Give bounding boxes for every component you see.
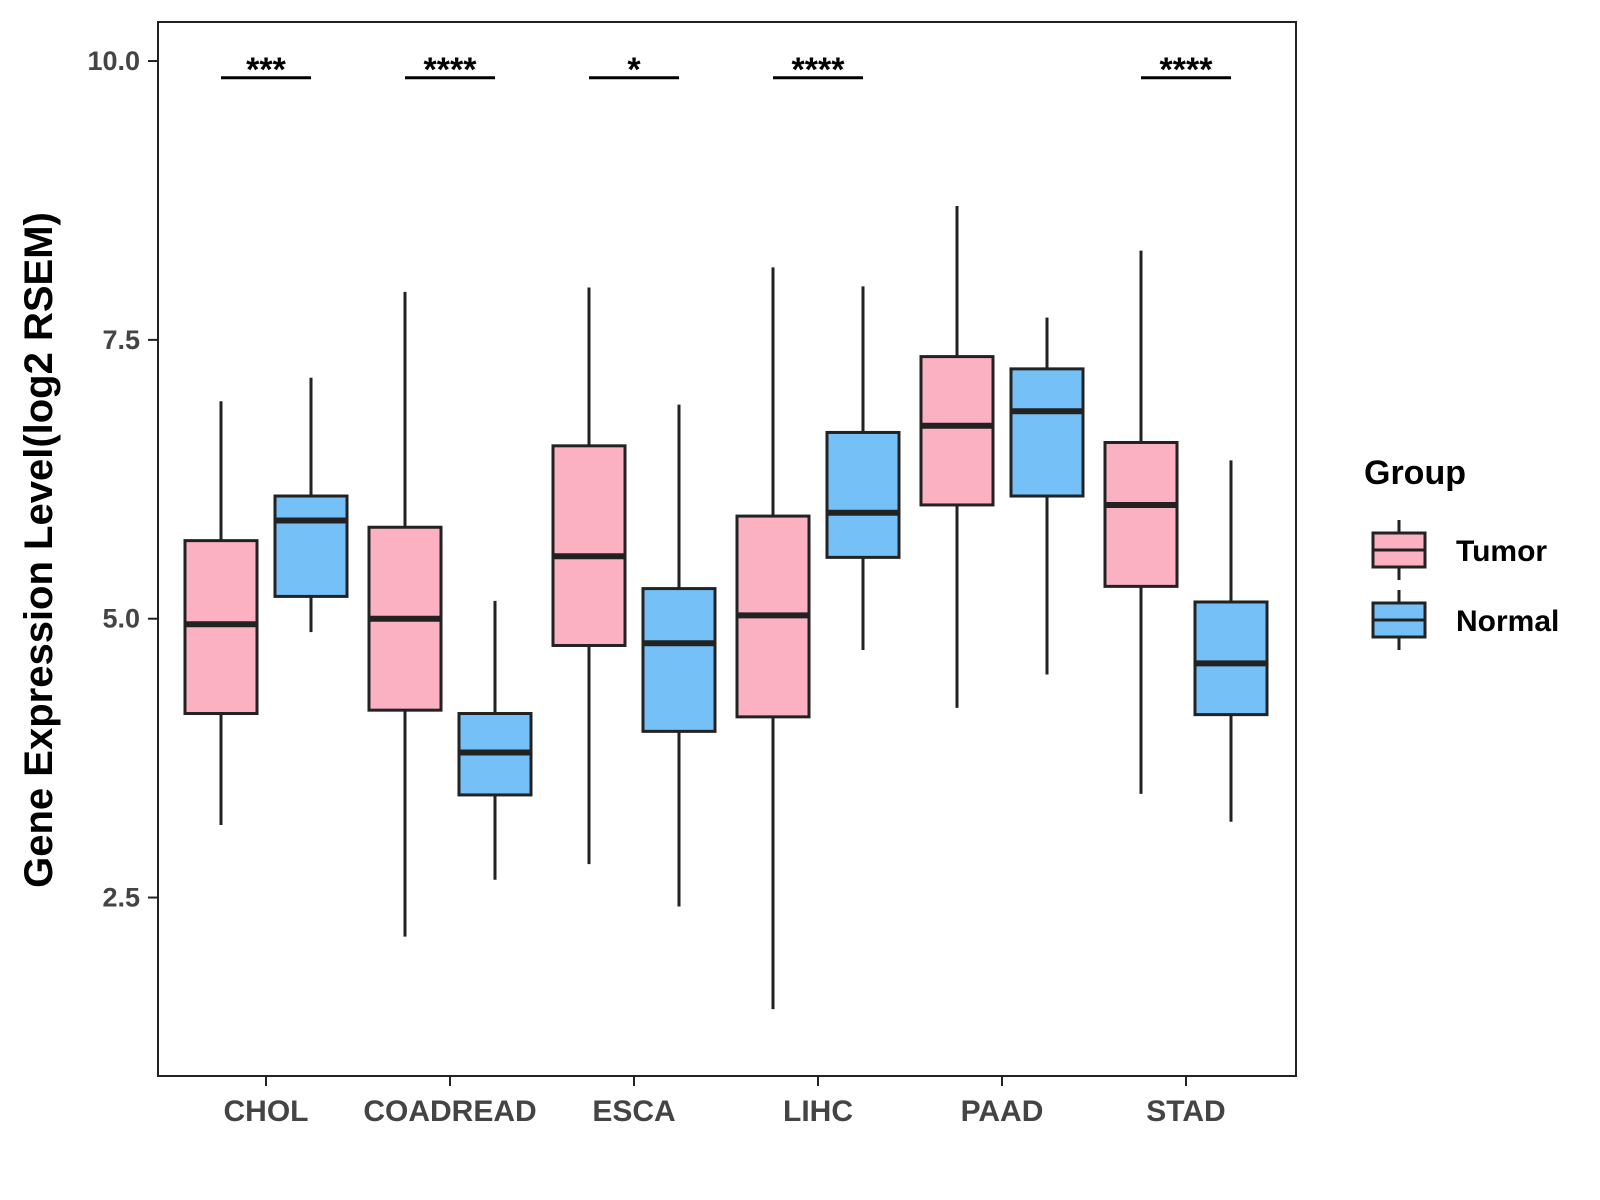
significance-annotations: *** **** * **** ****: [221, 51, 1231, 89]
legend-title: Group: [1364, 454, 1466, 492]
box-normal-lihc: [825, 286, 901, 650]
box-normal-chol: [273, 377, 349, 633]
sig-label-chol: ***: [246, 51, 286, 89]
box-normal-esca: [641, 404, 717, 907]
y-tick-label: 5.0: [102, 604, 140, 634]
box-series: [183, 206, 1269, 1010]
sig-label-esca: *: [627, 51, 641, 89]
sig-label-stad: ****: [1160, 51, 1214, 89]
box-iqr: [551, 444, 627, 647]
legend-key-normal: [1371, 590, 1427, 650]
box-tumor-esca: [551, 287, 627, 865]
y-tick-label: 10.0: [87, 46, 140, 76]
box-normal-coadread: [457, 600, 533, 880]
legend-key-tumor: [1371, 520, 1427, 580]
box-iqr: [1193, 600, 1269, 717]
sig-label-coadread: ****: [424, 51, 478, 89]
box-normal-stad: [1193, 460, 1269, 822]
y-tick-label: 2.5: [102, 883, 140, 913]
box-normal-paad: [1009, 317, 1085, 675]
box-iqr: [273, 494, 349, 598]
x-tick-label-chol: CHOL: [224, 1095, 309, 1128]
box-iqr: [641, 587, 717, 733]
box-iqr: [1103, 440, 1179, 588]
box-iqr: [1009, 367, 1085, 498]
box-tumor-chol: [183, 401, 259, 826]
x-tick-label-paad: PAAD: [961, 1095, 1044, 1128]
y-axis: 2.5 5.0 7.5 10.0: [87, 46, 158, 913]
x-tick-label-coadread: COADREAD: [363, 1095, 536, 1128]
box-iqr: [825, 430, 901, 559]
box-tumor-coadread: [367, 291, 443, 937]
legend: Group Tumor Normal: [1364, 454, 1559, 650]
x-tick-label-lihc: LIHC: [783, 1095, 853, 1128]
x-tick-label-esca: ESCA: [592, 1095, 675, 1128]
sig-label-lihc: ****: [792, 51, 846, 89]
legend-label-normal: Normal: [1456, 605, 1559, 638]
box-iqr: [919, 355, 995, 507]
x-tick-label-stad: STAD: [1146, 1095, 1225, 1128]
box-tumor-stad: [1103, 250, 1179, 794]
y-tick-label: 7.5: [102, 325, 140, 355]
box-tumor-paad: [919, 206, 995, 708]
legend-label-tumor: Tumor: [1456, 535, 1547, 568]
y-axis-title: Gene Expression Level(log2 RSEM): [17, 212, 61, 888]
box-tumor-lihc: [735, 267, 811, 1010]
x-axis: CHOL COADREAD ESCA LIHC PAAD STAD: [224, 1076, 1226, 1128]
